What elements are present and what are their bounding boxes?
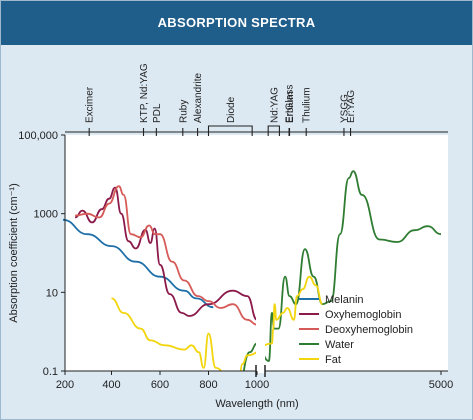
- laser-label: Alexandrite: [193, 73, 204, 123]
- x-tick-label: 600: [151, 379, 169, 391]
- x-tick-label: 5000: [429, 379, 453, 391]
- series-oxyhemoglobin-line: [74, 186, 258, 321]
- laser-label: KTP, Nd:YAG: [139, 63, 150, 123]
- legend-label: Fat: [325, 354, 341, 366]
- legend-label: Water: [325, 339, 354, 351]
- y-tick-label: 10: [46, 287, 58, 299]
- laser-label: Er:YAG: [346, 90, 357, 123]
- y-tick-label: 0.1: [43, 366, 58, 378]
- series-melanin-line: [63, 218, 214, 309]
- figure-header: ABSORPTION SPECTRA: [1, 1, 472, 45]
- series-fat-line: [111, 275, 324, 371]
- y-axis-label: Absorption coefficient (cm⁻¹): [8, 183, 20, 323]
- x-tick-label: 1000: [245, 379, 269, 391]
- laser-label: Excimer: [85, 86, 96, 123]
- series-deoxyhemoglobin-line: [75, 185, 258, 326]
- axis-break-band: [256, 135, 265, 373]
- x-tick-label: 200: [56, 379, 74, 391]
- laser-label: Er:Glass: [285, 85, 296, 123]
- laser-label: Erbium: [285, 91, 296, 123]
- legend-label: Melanin: [325, 294, 364, 306]
- legend-label: Deoxyhemoglobin: [325, 324, 413, 336]
- laser-label: Nd:YAG: [269, 87, 280, 123]
- laser-range-bracket: [267, 125, 280, 136]
- x-tick-label: 800: [199, 379, 217, 391]
- laser-label: PDL: [152, 103, 163, 123]
- laser-label: YSGG: [340, 94, 351, 123]
- laser-label: Diode: [226, 96, 237, 123]
- series-water-line: [242, 170, 442, 371]
- x-tick-label: 400: [102, 379, 120, 391]
- laser-range-bracket: [207, 125, 253, 136]
- laser-label: Ruby: [178, 100, 189, 123]
- x-axis-label: Wavelength (nm): [215, 398, 298, 410]
- y-tick-label: 100,000: [18, 130, 58, 142]
- y-tick-label: 1000: [34, 209, 58, 221]
- header-title: ABSORPTION SPECTRA: [157, 15, 316, 30]
- laser-label: Thulium: [302, 87, 313, 123]
- legend-label: Oxyhemoglobin: [325, 309, 401, 321]
